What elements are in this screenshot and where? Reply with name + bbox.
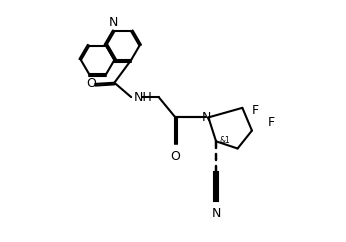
Text: &1: &1 [220,136,230,145]
Text: NH: NH [134,91,152,104]
Text: F: F [267,116,275,129]
Text: O: O [86,77,96,91]
Text: N: N [109,16,118,29]
Text: N: N [211,207,221,220]
Text: F: F [252,104,259,117]
Text: O: O [171,150,180,163]
Text: N: N [202,111,211,124]
